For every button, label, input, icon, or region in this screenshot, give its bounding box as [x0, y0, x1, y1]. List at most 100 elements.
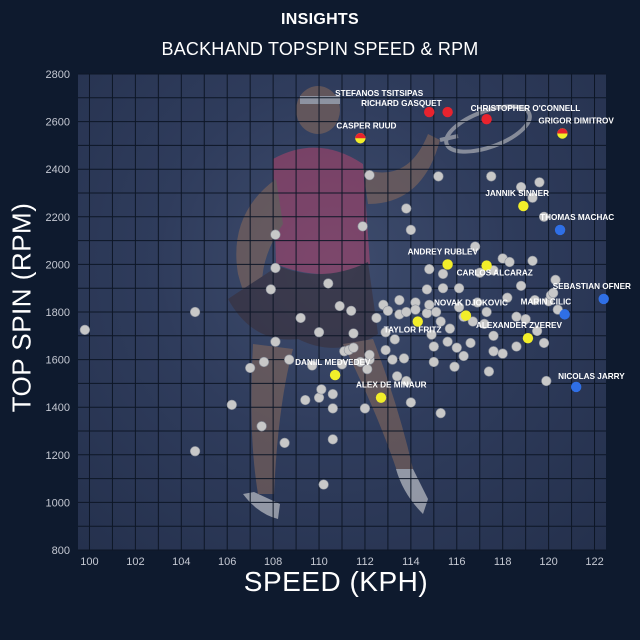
- player-point: [515, 280, 527, 291]
- player-point: [336, 359, 348, 370]
- player-point: [405, 224, 416, 235]
- player-label: MARIN CILIC: [521, 297, 572, 306]
- x-tick-label: 116: [448, 556, 466, 568]
- player-label: ALEXANDER ZVEREV: [476, 321, 563, 330]
- player-point: [346, 305, 357, 316]
- player-point: [327, 403, 338, 414]
- player-point: [401, 306, 412, 318]
- player-point: [323, 278, 334, 289]
- player-point: [486, 171, 497, 182]
- player-point: [444, 323, 455, 334]
- y-tick-label: 2400: [46, 164, 70, 176]
- player-point: [316, 384, 327, 395]
- player-point: [532, 325, 543, 337]
- player-point: [458, 350, 469, 362]
- x-tick-label: 112: [356, 556, 374, 568]
- x-tick-label: 114: [402, 556, 420, 568]
- player-point: [504, 256, 515, 268]
- player-point: [424, 299, 435, 310]
- player-point: [421, 284, 433, 295]
- player-point: [300, 394, 311, 406]
- y-tick-label: 1000: [46, 497, 70, 509]
- player-point: [538, 211, 550, 222]
- player-point: [394, 295, 405, 306]
- highlight-point: [412, 316, 423, 327]
- player-point: [529, 295, 540, 306]
- player-point: [327, 389, 338, 400]
- player-label: CARLOS ALCARAZ: [457, 269, 533, 278]
- x-tick-label: 120: [539, 556, 557, 568]
- x-tick-label: 102: [126, 556, 144, 568]
- player-point: [431, 306, 442, 318]
- player-point: [465, 337, 476, 349]
- x-tick-label: 100: [80, 556, 98, 568]
- player-point: [511, 341, 522, 352]
- player-label: ANDREY RUBLEV: [408, 247, 479, 256]
- player-label: NOVAK DJOKOVIC: [434, 299, 508, 308]
- highlight-point: [598, 293, 609, 305]
- player-point: [362, 364, 373, 375]
- highlight-point: [375, 392, 387, 403]
- x-tick-label: 104: [172, 556, 190, 568]
- player-point: [270, 229, 281, 240]
- player-point: [497, 348, 508, 359]
- player-label: CHRISTOPHER O'CONNELL: [471, 104, 581, 113]
- player-point: [520, 314, 531, 325]
- player-point: [483, 366, 495, 377]
- player-photo-illustration: [228, 86, 532, 519]
- player-point: [79, 324, 90, 335]
- player-point: [359, 403, 371, 414]
- player-point: [474, 267, 485, 278]
- player-point: [479, 318, 490, 330]
- y-tick-label: 2600: [46, 117, 70, 129]
- player-point: [380, 327, 391, 338]
- player-label: ALEX DE MINAUR: [356, 381, 427, 390]
- highlight-point: [554, 224, 566, 236]
- player-point: [189, 446, 201, 457]
- player-point: [453, 283, 465, 294]
- data-points: [79, 106, 609, 490]
- player-point: [548, 287, 559, 299]
- player-point: [284, 354, 295, 365]
- player-point: [334, 300, 345, 312]
- player-label: STEFANOS TSITSIPAS: [335, 89, 424, 98]
- player-point: [391, 371, 403, 382]
- player-point: [428, 341, 439, 352]
- player-label: NICOLAS JARRY: [558, 372, 625, 381]
- player-point: [437, 283, 449, 294]
- chart-title: BACKHAND TOPSPIN SPEED & RPM: [161, 39, 479, 59]
- y-tick-label: 800: [52, 545, 70, 557]
- x-tick-label: 118: [494, 556, 512, 568]
- player-point: [488, 346, 499, 357]
- y-tick-label: 2200: [46, 212, 70, 224]
- player-point: [258, 356, 270, 368]
- highlight-point: [522, 332, 534, 344]
- player-point: [357, 221, 368, 232]
- player-point: [401, 375, 412, 387]
- highlight-point: [442, 259, 453, 270]
- player-point: [502, 292, 513, 303]
- x-axis-label: SPEED (KPH): [243, 566, 429, 597]
- x-tick-label: 122: [585, 556, 603, 568]
- player-point: [364, 170, 375, 181]
- player-point: [451, 342, 462, 353]
- player-label: DANIIL MEDVEDEV: [295, 358, 371, 367]
- player-point: [449, 361, 460, 372]
- player-point: [488, 330, 499, 341]
- player-point: [467, 316, 478, 327]
- player-point: [226, 399, 237, 410]
- player-point: [550, 274, 561, 285]
- x-tick-label: 110: [310, 556, 328, 568]
- y-tick-label: 1600: [46, 355, 70, 367]
- player-point: [279, 437, 290, 449]
- player-point: [481, 306, 492, 318]
- player-point: [265, 284, 276, 295]
- y-tick-labels: 800 1000 1200 1400 1600 1800 2000 2200 2400 2600 2…: [46, 69, 70, 557]
- player-point: [401, 203, 412, 214]
- y-tick-label: 2000: [46, 259, 70, 271]
- x-tick-label: 108: [264, 556, 282, 568]
- player-point: [389, 334, 400, 345]
- highlight-point: [442, 106, 453, 118]
